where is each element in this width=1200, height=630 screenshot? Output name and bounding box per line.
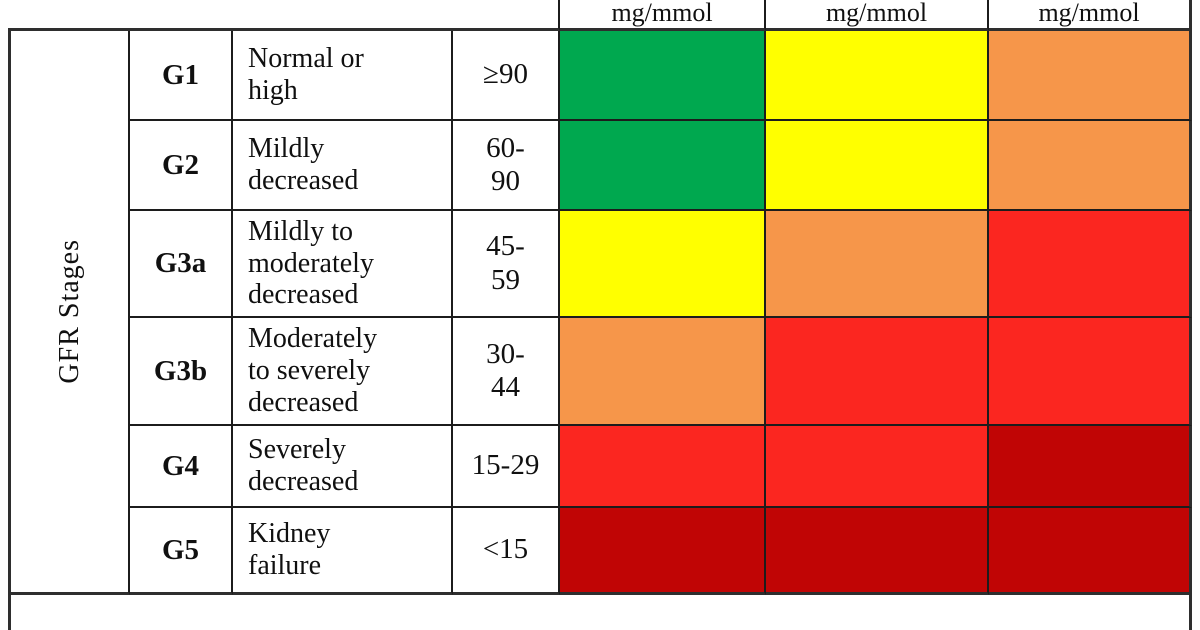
gfr-range-g1: ≥90 [453,31,560,121]
gfr-range-g3a: 45- 59 [453,211,560,318]
table-continuation-row [8,595,1192,630]
risk-cell-g3b-a2 [766,318,989,426]
stage-description-g3a: Mildly to moderately decreased [233,211,453,318]
risk-cell-g3b-a1 [560,318,766,426]
risk-cell-g2-a2 [766,121,989,211]
risk-cell-g3a-a1 [560,211,766,318]
stage-code-g3a: G3a [130,211,233,318]
gfr-stages-table: mg/mmol mg/mmol mg/mmol GFR Stages G1 No… [8,0,1192,595]
stage-description-g3b: Moderately to severely decreased [233,318,453,426]
risk-cell-g1-a3 [989,31,1192,121]
risk-cell-g4-a2 [766,426,989,508]
stage-code-g3b: G3b [130,318,233,426]
risk-cell-g4-a1 [560,426,766,508]
risk-cell-g5-a2 [766,508,989,595]
gfr-range-g5: <15 [453,508,560,595]
stage-description-g5: Kidney failure [233,508,453,595]
gfr-range-g2: 60- 90 [453,121,560,211]
stage-description-g2: Mildly decreased [233,121,453,211]
gfr-stages-axis-label: GFR Stages [53,239,85,384]
risk-cell-g2-a1 [560,121,766,211]
risk-cell-g5-a1 [560,508,766,595]
risk-cell-g1-a1 [560,31,766,121]
stage-description-g1: Normal or high [233,31,453,121]
stage-code-g2: G2 [130,121,233,211]
risk-cell-g4-a3 [989,426,1192,508]
risk-cell-g5-a3 [989,508,1192,595]
risk-cell-g2-a3 [989,121,1192,211]
column-header-mgmmol-1: mg/mmol [560,0,766,31]
column-header-mgmmol-3: mg/mmol [989,0,1192,31]
header-spacer [8,0,560,31]
stage-code-g4: G4 [130,426,233,508]
stage-code-g5: G5 [130,508,233,595]
column-header-mgmmol-2: mg/mmol [766,0,989,31]
gfr-stages-axis-cell: GFR Stages [8,31,130,595]
risk-cell-g3b-a3 [989,318,1192,426]
risk-cell-g1-a2 [766,31,989,121]
stage-code-g1: G1 [130,31,233,121]
gfr-range-g4: 15-29 [453,426,560,508]
gfr-range-g3b: 30- 44 [453,318,560,426]
risk-cell-g3a-a2 [766,211,989,318]
stage-description-g4: Severely decreased [233,426,453,508]
risk-cell-g3a-a3 [989,211,1192,318]
